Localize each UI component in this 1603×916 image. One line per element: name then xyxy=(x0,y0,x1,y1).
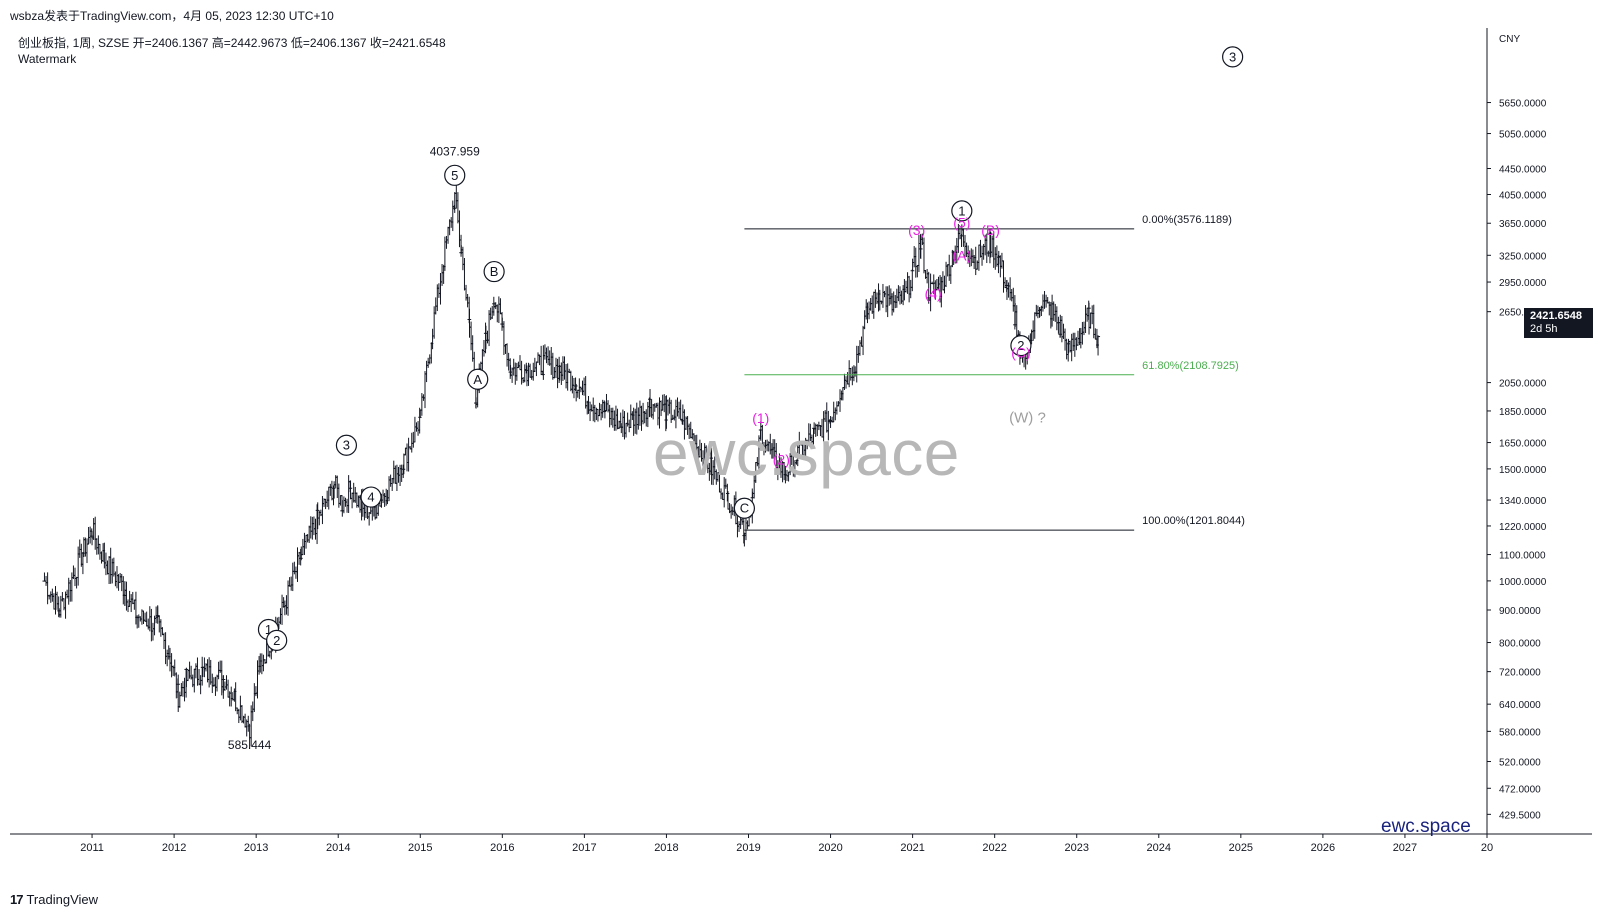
elliott-wave-circle xyxy=(335,434,358,456)
elliott-wave-circle xyxy=(444,164,466,186)
watermark-label: Watermark xyxy=(18,52,77,66)
symbol-info-line: 创业板指, 1周, SZSE 开=2406.1367 高=2442.9673 低… xyxy=(18,36,446,50)
y-tick-label: 1220.0000 xyxy=(1499,522,1547,533)
y-tick-label: 640.0000 xyxy=(1499,700,1541,711)
y-tick-label: 1100.0000 xyxy=(1499,551,1546,562)
elliott-subwave-label: (4) xyxy=(925,286,942,302)
y-tick-label: 2650.0000 xyxy=(1499,308,1547,319)
x-tick-label: 2011 xyxy=(80,842,104,854)
elliott-wave-circle xyxy=(467,368,489,390)
fib-level-label: 61.80%(2108.7925) xyxy=(1142,360,1239,372)
elliott-wave-label: 2 xyxy=(1017,338,1024,353)
y-tick-label: 1500.0000 xyxy=(1499,465,1547,476)
x-tick-label: 2016 xyxy=(490,842,514,854)
elliott-wave-circle xyxy=(733,497,755,519)
x-tick-label: 2018 xyxy=(654,842,678,854)
x-tick-label: 2015 xyxy=(408,842,432,854)
elliott-wave-label: 2 xyxy=(273,633,280,648)
last-price-countdown: 2d 5h xyxy=(1530,323,1558,335)
y-tick-label: 3250.0000 xyxy=(1499,251,1547,262)
y-tick-label: 520.0000 xyxy=(1499,758,1541,769)
x-tick-label: 2021 xyxy=(900,842,924,854)
price-label: 4037.959 xyxy=(430,144,480,158)
y-tick-label: 2050.0000 xyxy=(1499,379,1547,390)
y-tick-label: 3650.0000 xyxy=(1499,219,1547,230)
price-chart[interactable]: CNY 5650.0000 5050.0000 4450.0000 4050.0000 3… xyxy=(10,28,1592,854)
elliott-wave-circle xyxy=(483,260,505,283)
x-tick-label: 2022 xyxy=(982,842,1006,854)
elliott-wave-label: 1 xyxy=(958,203,965,218)
elliott-wave-circle xyxy=(1222,46,1244,68)
y-tick-label: 1340.0000 xyxy=(1499,496,1547,507)
last-price-value: 2421.6548 xyxy=(1530,310,1582,322)
x-tick-label: 2013 xyxy=(244,842,268,854)
y-tick-label: 1650.0000 xyxy=(1499,439,1547,450)
y-tick-label: 1000.0000 xyxy=(1499,577,1547,588)
last-price-badge: 2421.6548 2d 5h xyxy=(1524,308,1593,338)
x-tick-label: 2025 xyxy=(1229,842,1253,854)
elliott-subwave-label: (1) xyxy=(752,410,769,426)
x-tick-label: 2017 xyxy=(572,842,596,854)
elliott-subwave-label: (3) xyxy=(908,222,925,238)
y-tick-label: 2950.0000 xyxy=(1499,278,1547,289)
y-tick-label: 1850.0000 xyxy=(1499,407,1547,418)
elliott-wave-label: 3 xyxy=(343,438,350,453)
y-tick-label: 5650.0000 xyxy=(1499,99,1547,110)
fib-level-label: 100.00%(1201.8044) xyxy=(1142,515,1245,527)
y-tick-label: 472.0000 xyxy=(1499,784,1541,795)
price-label: 585.444 xyxy=(228,738,272,752)
elliott-wave-circle xyxy=(360,486,382,508)
elliott-wave-circle xyxy=(266,629,288,651)
elliott-subwave-label: (A) xyxy=(953,247,972,263)
elliott-wave-label: 1 xyxy=(265,622,272,637)
published-by-header: wsbza发表于TradingView.com，4月 05, 2023 12:3… xyxy=(10,9,334,23)
elliott-wave-label: A xyxy=(473,372,482,387)
elliott-subwave-label: (C) xyxy=(1011,345,1030,361)
y-tick-label: 4050.0000 xyxy=(1499,191,1547,202)
x-tick-label: 2012 xyxy=(162,842,186,854)
elliott-wave-label: 3 xyxy=(1229,49,1236,64)
fib-level-label: 0.00%(3576.1189) xyxy=(1142,214,1232,226)
elliott-alt-label: (W) ? xyxy=(1009,410,1046,427)
footer-brand-name[interactable]: TradingView xyxy=(26,892,99,907)
y-tick-label: 4450.0000 xyxy=(1499,164,1547,175)
elliott-subwave-label: (2) xyxy=(773,452,790,468)
x-tick-label: 2027 xyxy=(1393,842,1417,854)
elliott-subwave-label: (B) xyxy=(981,222,1000,238)
y-tick-label: 5050.0000 xyxy=(1499,130,1547,141)
elliott-wave-label: C xyxy=(740,501,749,516)
tradingview-logo-icon: 17 xyxy=(10,892,24,907)
y-tick-label: 720.0000 xyxy=(1499,668,1541,679)
elliott-wave-label: 4 xyxy=(367,490,374,505)
x-tick-label: 2019 xyxy=(736,842,760,854)
elliott-wave-label: B xyxy=(490,264,499,279)
x-tick-label: 2014 xyxy=(326,842,350,854)
x-tick-label: 2024 xyxy=(1147,842,1171,854)
chart-area[interactable]: CNY 5650.0000 5050.0000 4450.0000 4050.0000 3… xyxy=(10,28,1592,854)
y-tick-label: 580.0000 xyxy=(1499,727,1541,738)
y-tick-label: 429.5000 xyxy=(1499,810,1541,821)
x-tick-label: 2026 xyxy=(1311,842,1335,854)
x-tick-label: 2020 xyxy=(818,842,842,854)
y-tick-label: 800.0000 xyxy=(1499,639,1541,650)
chart-watermark-text: ewc.space xyxy=(653,417,960,489)
brand-text: ewc.space xyxy=(1381,816,1471,837)
elliott-wave-label: 5 xyxy=(451,168,458,183)
x-tick-label: 20 xyxy=(1481,842,1493,854)
x-tick-label: 2023 xyxy=(1064,842,1088,854)
elliott-subwave-label: (5) xyxy=(953,215,970,231)
y-tick-label: 900.0000 xyxy=(1499,606,1541,617)
elliott-wave-circle xyxy=(1010,335,1032,357)
footer: 17 TradingView xyxy=(10,892,98,907)
currency-label: CNY xyxy=(1499,34,1520,45)
elliott-wave-circle xyxy=(951,200,973,222)
